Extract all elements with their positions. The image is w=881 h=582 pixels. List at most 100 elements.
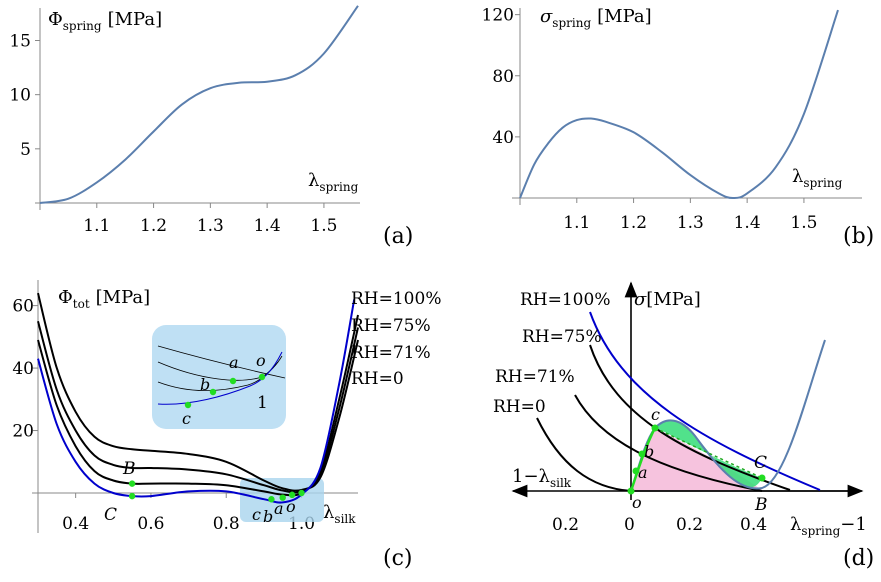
- panel-d-legend-rh75: RH=75%: [522, 327, 602, 347]
- panel-c-legend-rh75: RH=75%: [351, 316, 431, 336]
- panel-d-tag: (d): [843, 546, 874, 571]
- panel-c-inset-point-a: [229, 377, 237, 385]
- panel-c-point-marker: [288, 491, 296, 499]
- panel-a-ytick-label: 5: [20, 140, 31, 160]
- panel-a-xtick-label: 1.5: [310, 216, 337, 236]
- panel-c-point-marker: [298, 489, 305, 497]
- panel-d-point-o: [627, 487, 635, 495]
- panel-c-inset-label-1: 1: [257, 393, 268, 413]
- panel-c-ytick-label: 40: [12, 359, 34, 379]
- panel-b-ylabel: σspring [MPa]: [540, 6, 652, 30]
- panel-a-xtick-label: 1.2: [140, 216, 167, 236]
- panel-b-ticks: 1.1 1.2 1.3 1.4 1.5 40 80 120: [482, 6, 818, 233]
- panel-c-inset-label-b: b: [200, 375, 210, 394]
- panel-c-legend-rh0: RH=0: [351, 369, 404, 389]
- panel-c-point-marker: [268, 496, 275, 503]
- panel-d-curve-rh0: [536, 417, 632, 492]
- panel-c-xtick-label: 0.6: [137, 514, 164, 534]
- panel-d-point-c: [651, 424, 659, 432]
- panel-b-tag: (b): [843, 224, 874, 249]
- panel-c-inset-curve-rh0: [157, 345, 286, 379]
- panel-d-tick-1: 0: [624, 515, 635, 535]
- panel-b-xtick-label: 1.2: [620, 213, 647, 233]
- panel-d-label-c: c: [651, 405, 660, 424]
- panel-b-xtick-label: 1.4: [734, 213, 761, 233]
- panel-c-xtick-label: 0.8: [213, 514, 240, 534]
- panel-b-xtick-label: 1.5: [790, 213, 817, 233]
- panel-c-label-c: c: [252, 505, 261, 524]
- panel-d-legend-rh100: RH=100%: [520, 290, 610, 310]
- panel-c-legend-rh100: RH=100%: [351, 289, 441, 309]
- panel-c-inset-label-o: o: [256, 351, 266, 370]
- panel-d-tick-2: 0.2: [676, 515, 703, 535]
- panel-d-curve-rh100: [589, 311, 821, 491]
- panel-c-curve-rh71: [37, 320, 359, 494]
- panel-c-inset: a o b c 1: [152, 325, 286, 429]
- panel-a-ticks: 1.1 1.2 1.3 1.4 1.5 5 10 15: [9, 32, 337, 237]
- panel-d-green-area: [655, 420, 762, 488]
- panel-c-series: [37, 292, 359, 504]
- panel-c-inset-point-c: [184, 401, 192, 409]
- panel-b-xtick-label: 1.3: [677, 213, 704, 233]
- panel-d-point-C: [758, 474, 766, 482]
- panel-d-xlabel: λspring−1: [790, 514, 867, 538]
- panel-c-label-a: a: [274, 499, 284, 518]
- panel-d-tick-0: 0.2: [552, 515, 579, 535]
- panel-c-xlabel: λsilk: [323, 502, 356, 526]
- panel-c-xtick-label: 0.4: [62, 514, 89, 534]
- panel-d-point-b: [638, 450, 646, 458]
- panel-c-inset-curve-rh100: [157, 351, 283, 405]
- panel-a-xtick-label: 1.4: [254, 216, 281, 236]
- panel-c-label-C: C: [104, 505, 117, 525]
- panel-c-label-o: o: [286, 497, 296, 516]
- panel-a-ytick-label: 15: [9, 32, 31, 52]
- panel-c-label-B: B: [122, 459, 136, 479]
- panel-a-xtick-label: 1.3: [197, 216, 224, 236]
- panel-a-xlabel: λspring: [308, 170, 359, 194]
- panel-b-ytick-label: 120: [482, 6, 514, 26]
- panel-d-label-b: b: [644, 442, 654, 461]
- panel-d-green-dotted: [629, 427, 657, 492]
- panel-b-ytick-label: 80: [492, 67, 514, 87]
- panel-c-legend-rh71: RH=71%: [351, 343, 431, 363]
- panel-d-legend-rh0: RH=0: [493, 397, 546, 417]
- panel-d-tick-3: 0.4: [740, 515, 767, 535]
- panel-c-inset-label-c: c: [182, 409, 191, 428]
- panel-d-maxwell-line: [654, 427, 763, 479]
- panel-c-point-marker: [279, 494, 286, 501]
- panel-c-curve-rh75: [37, 314, 359, 497]
- panel-a-tag: (a): [383, 224, 413, 249]
- panel-b: 1.1 1.2 1.3 1.4 1.5 40 80 120 σspring [MPa] λspr…: [482, 6, 875, 249]
- panel-d-label-C: C: [754, 453, 767, 473]
- panel-c-ytick-label: 60: [12, 297, 34, 317]
- panel-a-ytick-label: 10: [9, 86, 31, 106]
- panel-b-xtick-label: 1.1: [563, 213, 590, 233]
- panel-d: c b a o C B RH=100% RH=75% RH=71% RH=0 σ…: [493, 281, 874, 571]
- panel-c-point-marker: [128, 492, 136, 500]
- panel-c-inset-point-b: [209, 388, 217, 396]
- panel-c-curve-rh0: [37, 292, 359, 492]
- panel-c-point-marker: [128, 480, 136, 487]
- panel-d-legend-rh71: RH=71%: [495, 367, 575, 387]
- panel-d-curve-rh75: [589, 344, 791, 491]
- panel-d-neg-xlabel: 1−λsilk: [512, 466, 572, 490]
- panel-c-inset-label-a: a: [229, 353, 239, 372]
- panel-c-ytick-label: 20: [12, 422, 34, 442]
- panel-d-curve-rh71: [574, 394, 763, 492]
- panel-b-series-line: [519, 9, 839, 200]
- panel-c-inset-box: [152, 325, 286, 429]
- panel-b-ytick-label: 40: [492, 128, 514, 148]
- panel-a: 1.1 1.2 1.3 1.4 1.5 5 10 15 Φspring [MPa] λsprin…: [9, 5, 413, 249]
- panel-c-inset-point-o: [258, 373, 266, 381]
- panel-d-point-a: [632, 467, 640, 475]
- panel-c-tag: (c): [383, 546, 413, 571]
- panel-a-xtick-label: 1.1: [83, 216, 110, 236]
- panel-a-series-line: [39, 5, 359, 204]
- panel-d-ylabel: σ[MPa]: [634, 289, 701, 310]
- panel-d-label-o: o: [632, 493, 642, 512]
- panel-d-label-B: B: [754, 495, 768, 515]
- panel-c-curve-rh100: [37, 299, 356, 504]
- panel-a-ylabel: Φspring [MPa]: [48, 9, 162, 33]
